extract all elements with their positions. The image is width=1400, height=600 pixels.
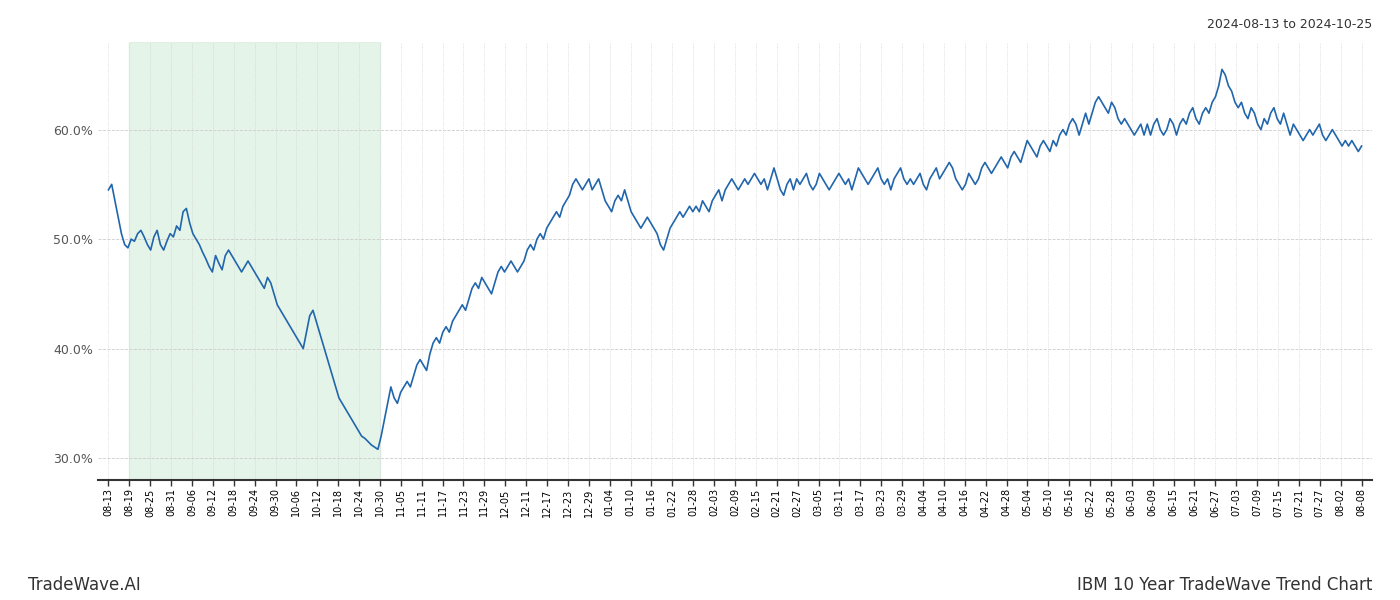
- Text: 2024-08-13 to 2024-10-25: 2024-08-13 to 2024-10-25: [1207, 18, 1372, 31]
- Bar: [129, 42, 379, 480]
- Text: IBM 10 Year TradeWave Trend Chart: IBM 10 Year TradeWave Trend Chart: [1077, 576, 1372, 594]
- Text: TradeWave.AI: TradeWave.AI: [28, 576, 141, 594]
